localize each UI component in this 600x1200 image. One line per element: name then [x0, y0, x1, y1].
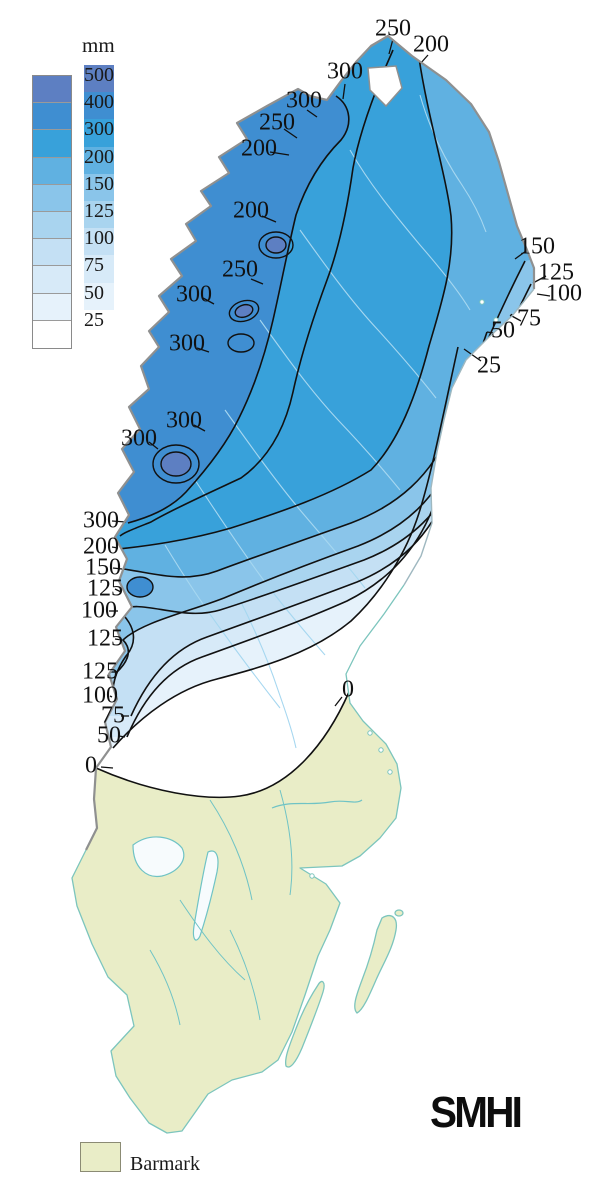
borders: [71, 34, 536, 1134]
legend-unit-label: mm: [82, 33, 115, 57]
legend-swatch: [33, 130, 71, 158]
coast-south: [71, 584, 405, 1134]
legend-swatch: [33, 157, 71, 185]
legend-value: 200: [84, 146, 114, 174]
legend-swatch: [33, 103, 71, 131]
legend-value: 25: [84, 310, 114, 337]
legend-value: 50: [84, 282, 114, 310]
archipelago: [309, 299, 499, 879]
island-oland: [284, 980, 325, 1068]
legend-value: 125: [84, 201, 114, 229]
legend-swatch: [33, 76, 71, 104]
label-leaders: [100, 38, 551, 769]
legend-value: 75: [84, 255, 114, 283]
legend-swatch: [33, 293, 71, 321]
legend-value: 400: [84, 92, 114, 120]
legend-value: 300: [84, 119, 114, 147]
legend-value-labels: 500 400 300 200 150 125 100 75 50 25: [84, 65, 114, 347]
legend-swatch: [33, 211, 71, 240]
rivers-south: [149, 789, 293, 1026]
legend-value: 150: [84, 174, 114, 201]
coast-bothnia: [403, 288, 535, 586]
island-gotland: [354, 915, 398, 1014]
rivers-north: [164, 94, 487, 749]
lakes-south: [132, 799, 363, 941]
legend-value: 100: [84, 228, 114, 256]
smhi-logo: SMHI: [430, 1088, 523, 1137]
barmark-legend-label: Barmark: [130, 1153, 200, 1175]
legend-swatch: [33, 239, 71, 267]
islands: [284, 909, 404, 1068]
legend-value: 500: [84, 65, 114, 93]
high-precip-cores: [126, 231, 294, 598]
legend-swatch: [33, 184, 71, 212]
border-notch: [367, 65, 403, 108]
border-norway: [85, 35, 389, 851]
border-finland: [370, 34, 536, 289]
legend-colorbar: [32, 75, 72, 349]
legend-swatch: [33, 266, 71, 294]
barmark-legend-swatch: [80, 1142, 121, 1172]
legend-swatch: [33, 320, 71, 348]
island-faro: [394, 909, 404, 917]
